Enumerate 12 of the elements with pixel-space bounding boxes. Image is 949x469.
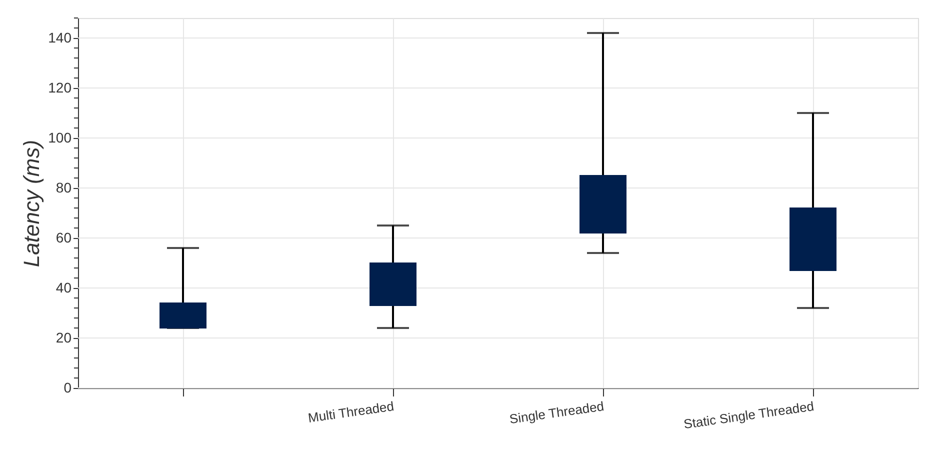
y-tick-label: 80	[56, 180, 72, 196]
y-tick-label: 0	[64, 380, 72, 396]
x-tick-label: Static Single Threaded	[682, 398, 815, 432]
y-tick-label: 60	[56, 230, 72, 246]
y-tick-label: 20	[56, 330, 72, 346]
y-tick-label: 40	[56, 280, 72, 296]
y-axis-title: Latency (ms)	[19, 140, 44, 268]
x-tick-label: Multi Threaded	[307, 398, 395, 426]
y-tick-label: 140	[48, 30, 72, 46]
y-tick-label: 100	[48, 130, 72, 146]
x-tick-label: Single Threaded	[508, 398, 605, 427]
y-tick-label: 120	[48, 80, 72, 96]
